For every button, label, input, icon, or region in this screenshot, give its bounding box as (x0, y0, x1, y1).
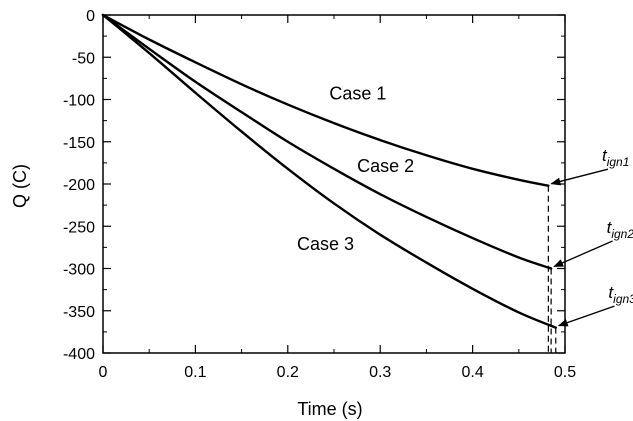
ignition-label-1: tign1 (602, 146, 629, 169)
series-line-2 (101, 13, 553, 270)
x-tick-label: 0.5 (554, 364, 576, 381)
ignition-label-3: tign3 (608, 283, 633, 306)
y-tick-label: -250 (63, 219, 95, 236)
series-lines: Case 1 Case 2 Case 3 (101, 13, 557, 329)
x-tick-label: 0.4 (461, 364, 483, 381)
x-tick-label: 0 (99, 364, 108, 381)
ignition-arrow-1 (550, 168, 609, 186)
x-tick-label: 0.2 (277, 364, 299, 381)
y-tick-label: -350 (63, 304, 95, 321)
y-tick-label: -150 (63, 135, 95, 152)
y-axis-label: Q (C) (10, 164, 30, 208)
y-tick-label: 0 (86, 8, 95, 25)
series-line-3 (101, 13, 557, 329)
x-tick-label: 0.3 (369, 364, 391, 381)
x-axis-label: Time (s) (297, 399, 362, 419)
case-label-3: Case 3 (297, 234, 354, 254)
y-tick-label: -400 (63, 346, 95, 363)
y-tick-label: -50 (72, 50, 95, 67)
ignition-arrow-3 (557, 305, 615, 327)
case-label-1: Case 1 (329, 84, 386, 104)
ignition-markers: tign1 tign2 tign3 (547, 146, 633, 353)
axis-ticks: 0 0.1 0.2 0.3 0.4 0.5 0 -50 -100 -150 -200 -250 -300… (63, 8, 576, 381)
series-line-1 (101, 13, 550, 187)
x-tick-label: 0.1 (184, 364, 206, 381)
y-tick-label: -100 (63, 93, 95, 110)
y-tick-label: -300 (63, 262, 95, 279)
ignition-arrow-2 (553, 240, 613, 268)
ignition-label-2: tign2 (607, 218, 633, 241)
case-label-2: Case 2 (357, 156, 414, 176)
y-tick-label: -200 (63, 177, 95, 194)
